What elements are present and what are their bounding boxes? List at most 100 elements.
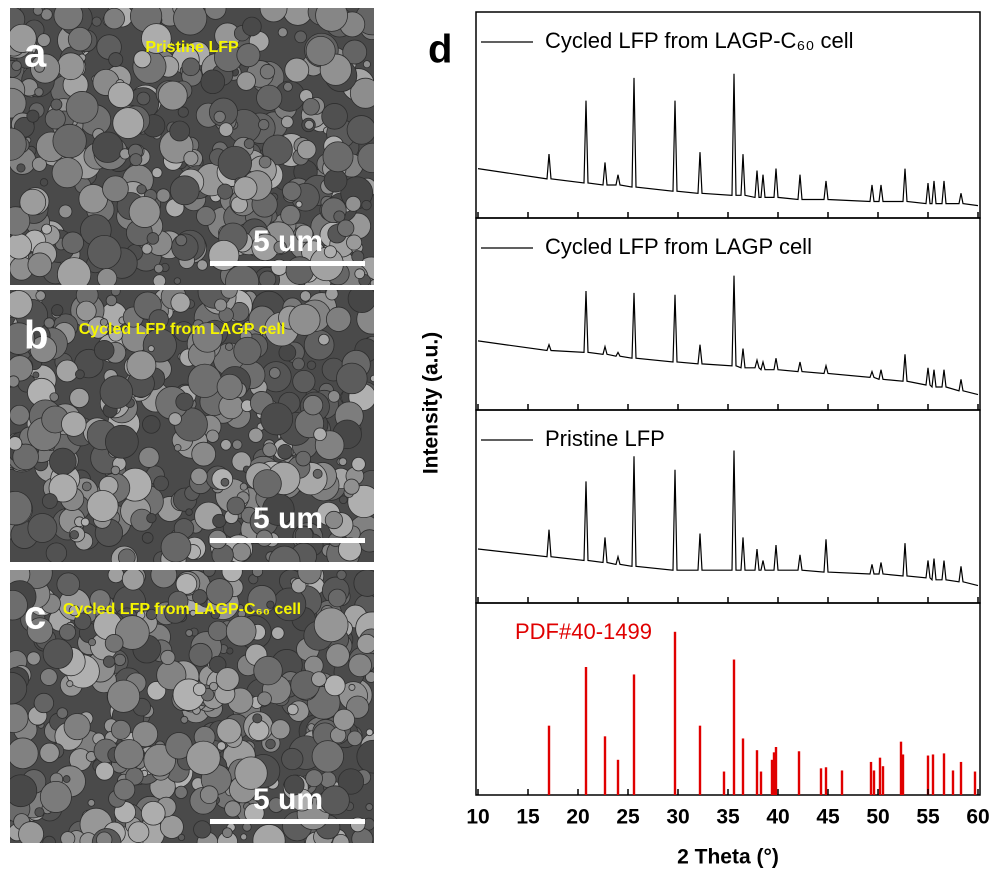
grain: [129, 153, 143, 167]
grain: [66, 680, 74, 688]
grain: [16, 163, 26, 173]
grain: [325, 306, 352, 332]
bar: [872, 770, 876, 795]
grain: [206, 429, 220, 443]
grain: [216, 741, 227, 751]
grain: [258, 119, 270, 131]
x-tick-label: 30: [666, 806, 689, 829]
grain: [193, 820, 212, 839]
grain: [282, 181, 302, 201]
grain: [61, 411, 87, 437]
grain: [177, 106, 189, 118]
x-tick-label: 15: [516, 806, 540, 829]
scale-bar-label: 5 um: [253, 783, 323, 816]
grain: [146, 512, 157, 524]
grain: [160, 531, 192, 562]
bar: [772, 752, 776, 795]
grain: [160, 649, 176, 666]
grain: [11, 60, 22, 72]
grain: [126, 350, 157, 381]
grain: [75, 300, 97, 322]
grain: [233, 336, 262, 366]
grain: [107, 325, 115, 333]
grain: [58, 204, 73, 219]
grain: [145, 608, 158, 621]
grain: [262, 442, 277, 458]
grain: [113, 653, 127, 666]
grain: [156, 188, 171, 203]
x-tick-label: 50: [866, 806, 889, 829]
grain: [168, 412, 182, 426]
grain: [32, 8, 43, 16]
grain: [234, 756, 268, 790]
grain: [357, 142, 374, 174]
bar: [770, 759, 774, 795]
grain: [327, 390, 341, 403]
grain: [114, 615, 150, 650]
bar: [673, 631, 677, 795]
grain: [322, 141, 354, 173]
grain: [180, 715, 189, 724]
grain: [231, 542, 252, 562]
grain: [260, 402, 294, 436]
grain: [91, 16, 102, 27]
bar: [819, 768, 823, 795]
grain: [67, 26, 93, 52]
grain: [217, 183, 233, 200]
grain: [362, 60, 371, 69]
xrd-line: [477, 275, 979, 396]
image-label: a: [24, 32, 47, 76]
grain: [337, 537, 362, 562]
grain: [151, 167, 163, 179]
grain: [117, 548, 136, 562]
grain: [57, 257, 92, 285]
grain: [224, 800, 242, 818]
grain: [35, 290, 46, 301]
grain: [63, 713, 91, 741]
grain: [220, 439, 232, 451]
grain: [252, 570, 264, 578]
y-axis-label: Intensity (a.u.): [420, 332, 443, 474]
grain: [53, 8, 84, 31]
grain: [332, 708, 355, 731]
sem-image: c Cycled LFP from LAGP-C₆₀ cell 5 um: [10, 570, 374, 843]
grain: [153, 263, 164, 274]
grain: [51, 304, 64, 317]
grain: [102, 655, 116, 668]
grain: [87, 235, 122, 270]
grain: [214, 298, 228, 312]
grain: [226, 496, 246, 516]
grain: [315, 8, 348, 32]
grain: [222, 827, 233, 838]
bar: [901, 754, 905, 795]
grain: [284, 57, 310, 83]
scale-bar-label: 5 um: [253, 225, 323, 258]
grain: [236, 71, 256, 91]
sem-texture: [10, 570, 374, 843]
grain: [191, 441, 217, 467]
x-tick-label: 60: [966, 806, 989, 829]
grain: [338, 457, 348, 466]
grain: [273, 240, 287, 254]
grain: [173, 443, 182, 452]
bar: [547, 725, 551, 795]
grain: [325, 643, 350, 668]
grain: [313, 607, 349, 643]
grain: [213, 110, 226, 123]
grain: [34, 807, 45, 818]
grain: [10, 671, 28, 705]
grain: [259, 64, 276, 80]
grain: [32, 371, 40, 379]
grain: [217, 145, 252, 181]
grain: [27, 252, 53, 278]
grain: [186, 740, 221, 776]
grain: [12, 443, 39, 471]
bar: [632, 674, 636, 795]
bar: [899, 741, 903, 795]
grain: [68, 604, 81, 617]
grain: [346, 234, 363, 251]
grain: [99, 375, 134, 409]
grain: [277, 444, 293, 460]
grain: [10, 87, 27, 119]
bar: [741, 738, 745, 795]
